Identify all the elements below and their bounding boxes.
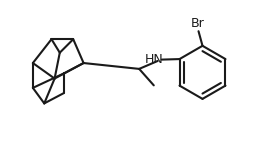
Text: Br: Br <box>190 17 204 30</box>
Text: HN: HN <box>144 53 163 66</box>
